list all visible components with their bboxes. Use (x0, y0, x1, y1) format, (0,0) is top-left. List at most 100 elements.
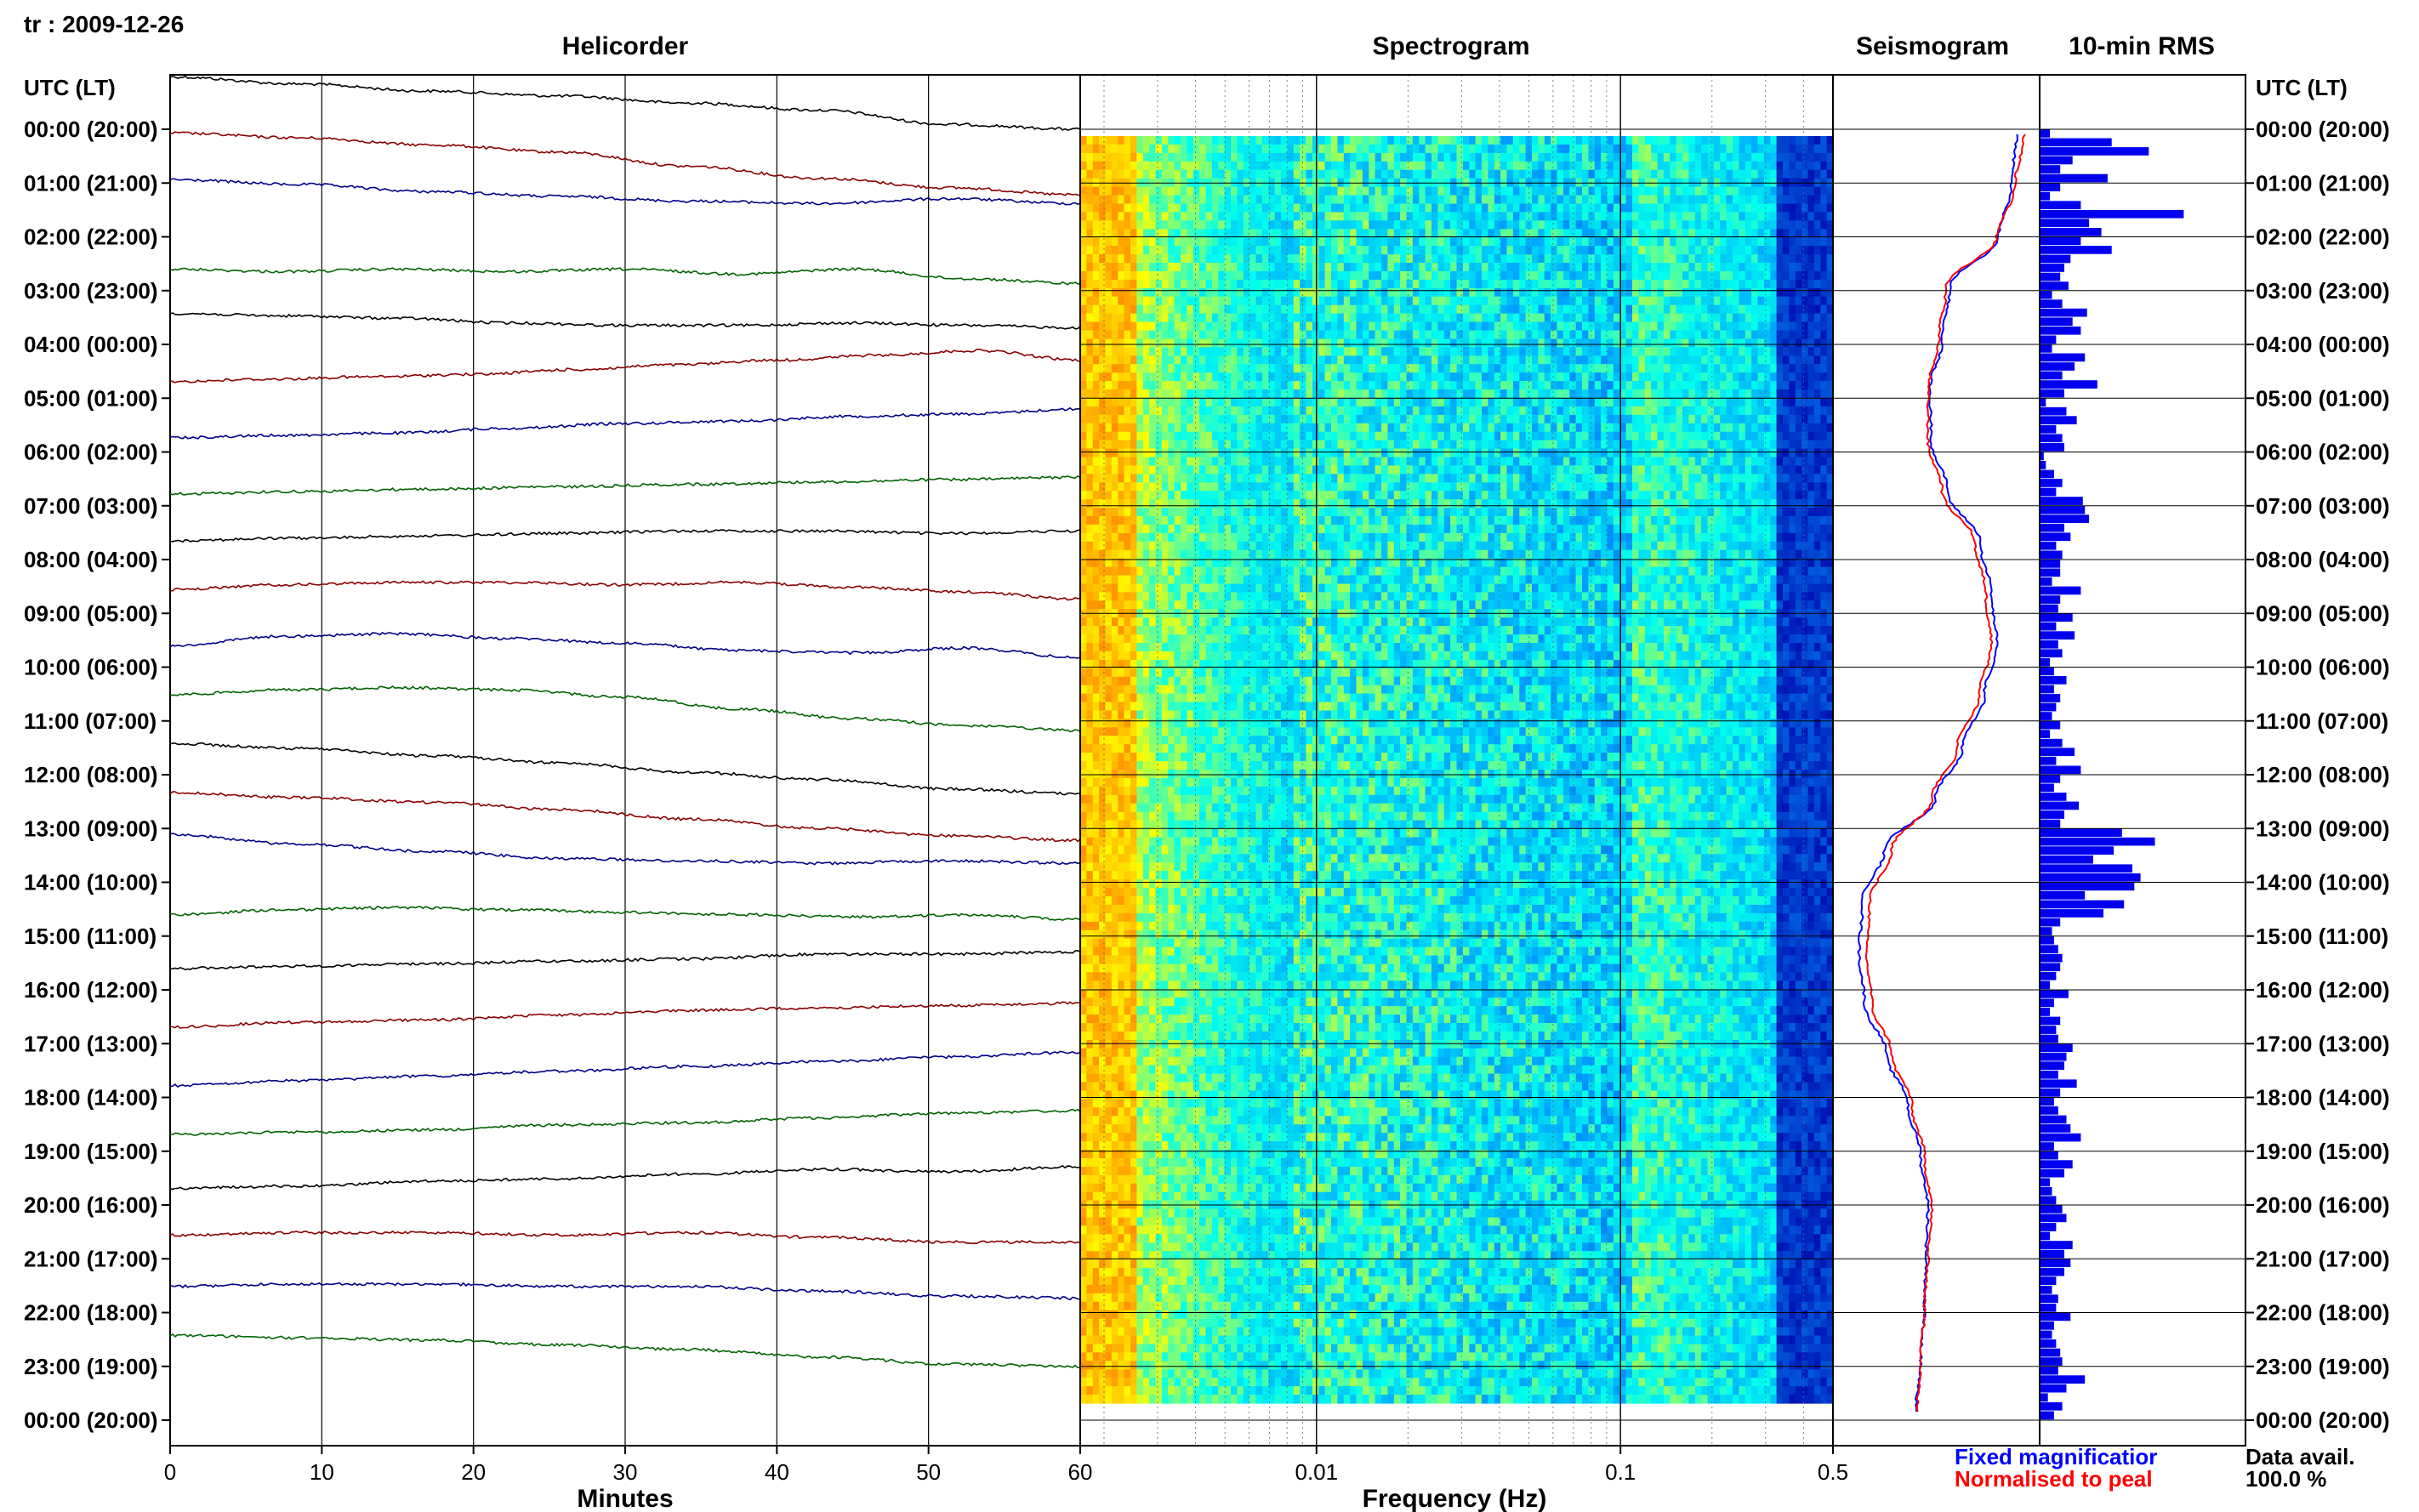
spectrogram-cell (1231, 693, 1238, 703)
spectrogram-cell (1111, 279, 1118, 289)
spectrogram-cell (1181, 820, 1187, 830)
spectrogram-cell (1161, 1276, 1169, 1286)
spectrogram-cell (1080, 1327, 1087, 1337)
spectrogram-cell (1249, 1133, 1257, 1142)
spectrogram-cell (1168, 1065, 1175, 1075)
spectrogram-cell (1199, 1073, 1207, 1083)
spectrogram-cell (1261, 651, 1269, 661)
spectrogram-cell (1192, 524, 1200, 534)
spectrogram-cell (1149, 1327, 1157, 1337)
spectrogram-cell (1281, 144, 1288, 154)
spectrogram-cell (1155, 313, 1163, 323)
spectrogram-cell (1199, 440, 1207, 450)
spectrogram-cell (1199, 508, 1207, 517)
spectrogram-cell (1211, 389, 1219, 399)
spectrogram-cell (1130, 1301, 1137, 1311)
spectrogram-cell (1237, 161, 1244, 171)
spectrogram-cell (1142, 727, 1150, 736)
spectrogram-cell (1249, 786, 1257, 796)
spectrogram-cell (1118, 871, 1125, 880)
spectrogram-cell (1111, 321, 1118, 331)
helicorder-trace (169, 312, 1081, 330)
spectrogram-cell (1181, 161, 1187, 171)
spectrogram-cell (1168, 1225, 1175, 1235)
spectrogram-cell (1124, 1166, 1131, 1176)
spectrogram-cell (1181, 1150, 1187, 1159)
spectrogram-cell (1111, 1141, 1118, 1151)
spectrogram-cell (1118, 491, 1125, 500)
spectrogram-cell (1199, 516, 1207, 526)
spectrogram-cell (1199, 161, 1207, 171)
spectrogram-cell (1099, 499, 1107, 509)
spectrogram-cell (1205, 1183, 1213, 1193)
spectrogram-cell (1237, 912, 1244, 923)
spectrogram-cell (1136, 448, 1144, 458)
spectrogram-cell (1268, 871, 1276, 880)
spectrogram-cell (1118, 364, 1125, 373)
spectrogram-cell (1187, 270, 1194, 281)
spectrogram-cell (1243, 803, 1250, 813)
spectrogram-cell (1249, 1183, 1257, 1193)
spectrogram-cell (1181, 1386, 1187, 1395)
spectrogram-cell (1268, 643, 1276, 652)
spectrogram-cell (1118, 998, 1125, 1007)
spectrogram-cell (1136, 313, 1144, 323)
helicorder-trace (169, 1001, 1081, 1029)
spectrogram-cell (1199, 212, 1207, 221)
spectrogram-cell (1261, 600, 1269, 610)
spectrogram-cell (1174, 719, 1181, 728)
spectrogram-cell (1181, 803, 1187, 813)
spectrogram-cell (1086, 263, 1094, 272)
spectrogram-cell (1142, 279, 1150, 289)
spectrogram-cell (1174, 1150, 1181, 1159)
spectrogram-cell (1249, 482, 1257, 492)
spectrogram-cell (1199, 1116, 1207, 1125)
spectrogram-cell (1136, 338, 1144, 348)
spectrogram-cell (1105, 786, 1113, 796)
spectrogram-cell (1199, 770, 1207, 779)
spectrogram-cell (1249, 1141, 1257, 1151)
spectrogram-cell (1174, 516, 1181, 526)
spectrogram-cell (1231, 1174, 1238, 1185)
spectrogram-cell (1218, 811, 1226, 821)
spectrogram-cell (1174, 330, 1181, 339)
spectrogram-cell (1192, 1242, 1200, 1252)
spectrogram-cell (1224, 1208, 1232, 1218)
spectrogram-cell (1174, 592, 1181, 601)
spectrogram-cell (1181, 1090, 1187, 1100)
spectrogram-cell (1192, 1335, 1200, 1344)
spectrogram-cell (1199, 1335, 1207, 1344)
spectrogram-cell (1080, 770, 1087, 779)
spectrogram-cell (1224, 676, 1232, 686)
spectrogram-cell (1224, 321, 1232, 331)
spectrogram-cell (1224, 634, 1232, 644)
spectrogram-cell (1142, 888, 1150, 897)
spectrogram-cell (1261, 685, 1269, 695)
spectrogram-cell (1080, 414, 1087, 424)
spectrogram-cell (1168, 1015, 1175, 1024)
spectrogram-cell (1211, 777, 1219, 787)
spectrogram-cell (1261, 440, 1269, 450)
spectrogram-cell (1168, 1259, 1175, 1269)
spectrogram-cell (1205, 355, 1213, 365)
spectrogram-cell (1218, 161, 1226, 171)
spectrogram-cell (1224, 406, 1232, 416)
spectrogram-cell (1181, 220, 1187, 230)
spectrogram-cell (1192, 516, 1200, 526)
spectrogram-cell (1274, 803, 1282, 813)
spectrogram-cell (1199, 719, 1207, 728)
spectrogram-cell (1111, 1166, 1118, 1176)
spectrogram-cell (1281, 1242, 1288, 1252)
spectrogram-cell (1118, 1166, 1125, 1176)
spectrogram-cell (1231, 828, 1238, 838)
spectrogram-cell (1111, 583, 1118, 593)
spectrogram-cell (1268, 321, 1276, 331)
spectrogram-cell (1237, 220, 1244, 230)
spectrogram-cell (1268, 1090, 1276, 1100)
spectrogram-cell (1287, 161, 1295, 171)
spectrogram-cell (1099, 355, 1107, 365)
spectrogram-cell (1161, 532, 1169, 543)
spectrogram-cell (1274, 338, 1282, 348)
spectrogram-cell (1205, 457, 1213, 466)
spectrogram-cell (1192, 888, 1200, 897)
